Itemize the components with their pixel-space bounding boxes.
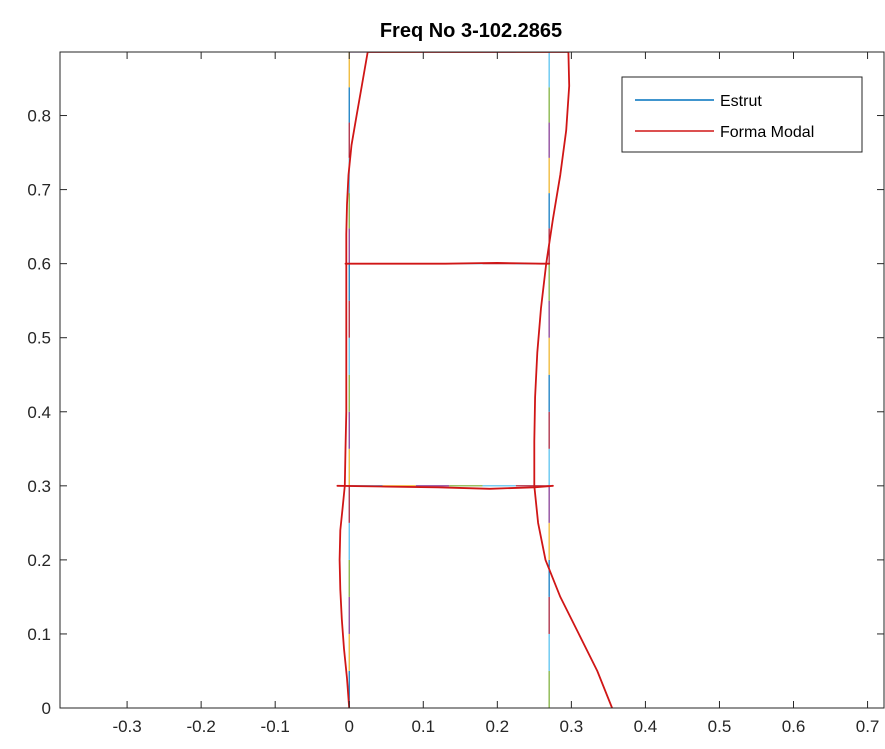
y-tick-label: 0.8 (27, 107, 51, 126)
y-tick-label: 0.4 (27, 403, 51, 422)
chart-title: Freq No 3-102.2865 (380, 20, 562, 42)
y-tick-label: 0.5 (27, 329, 51, 348)
y-tick-label: 0 (42, 699, 51, 718)
x-tick-label: -0.3 (112, 717, 141, 736)
legend: Estrut Forma Modal (621, 76, 863, 153)
x-tick-label: 0.3 (560, 717, 584, 736)
x-tick-label: -0.2 (186, 717, 215, 736)
forma-modal-line (533, 262, 548, 487)
plot-marks (336, 52, 613, 708)
y-tick-label: 0.3 (27, 477, 51, 496)
forma-modal-line (336, 484, 554, 490)
forma-modal-line (545, 52, 571, 265)
y-tick-label: 0.2 (27, 551, 51, 570)
forma-modal-line (338, 484, 351, 708)
legend-label: Estrut (720, 93, 762, 110)
forma-modal-line (344, 261, 551, 265)
axes-box (59, 51, 885, 709)
y-tick-label: 0.6 (27, 255, 51, 274)
x-tick-label: 0.4 (634, 717, 658, 736)
axis-ticks: -0.3 -0.2 -0.1 0 0.1 0.2 0.3 0.4 0.5 0.6 0.7 0 0.1 0.… (27, 52, 884, 736)
x-tick-label: -0.1 (261, 717, 290, 736)
x-tick-label: 0.7 (856, 717, 880, 736)
forma-modal-line (533, 484, 613, 708)
legend-box (621, 76, 863, 153)
forma-modal-line (343, 262, 348, 487)
x-tick-label: 0.1 (411, 717, 435, 736)
y-tick-label: 0.7 (27, 181, 51, 200)
x-tick-label: 0.6 (782, 717, 806, 736)
forma-modal-line (345, 52, 369, 265)
x-tick-label: 0 (344, 717, 353, 736)
y-tick-label: 0.1 (27, 625, 51, 644)
legend-label: Forma Modal (720, 124, 814, 141)
x-tick-label: 0.5 (708, 717, 732, 736)
x-tick-label: 0.2 (486, 717, 510, 736)
